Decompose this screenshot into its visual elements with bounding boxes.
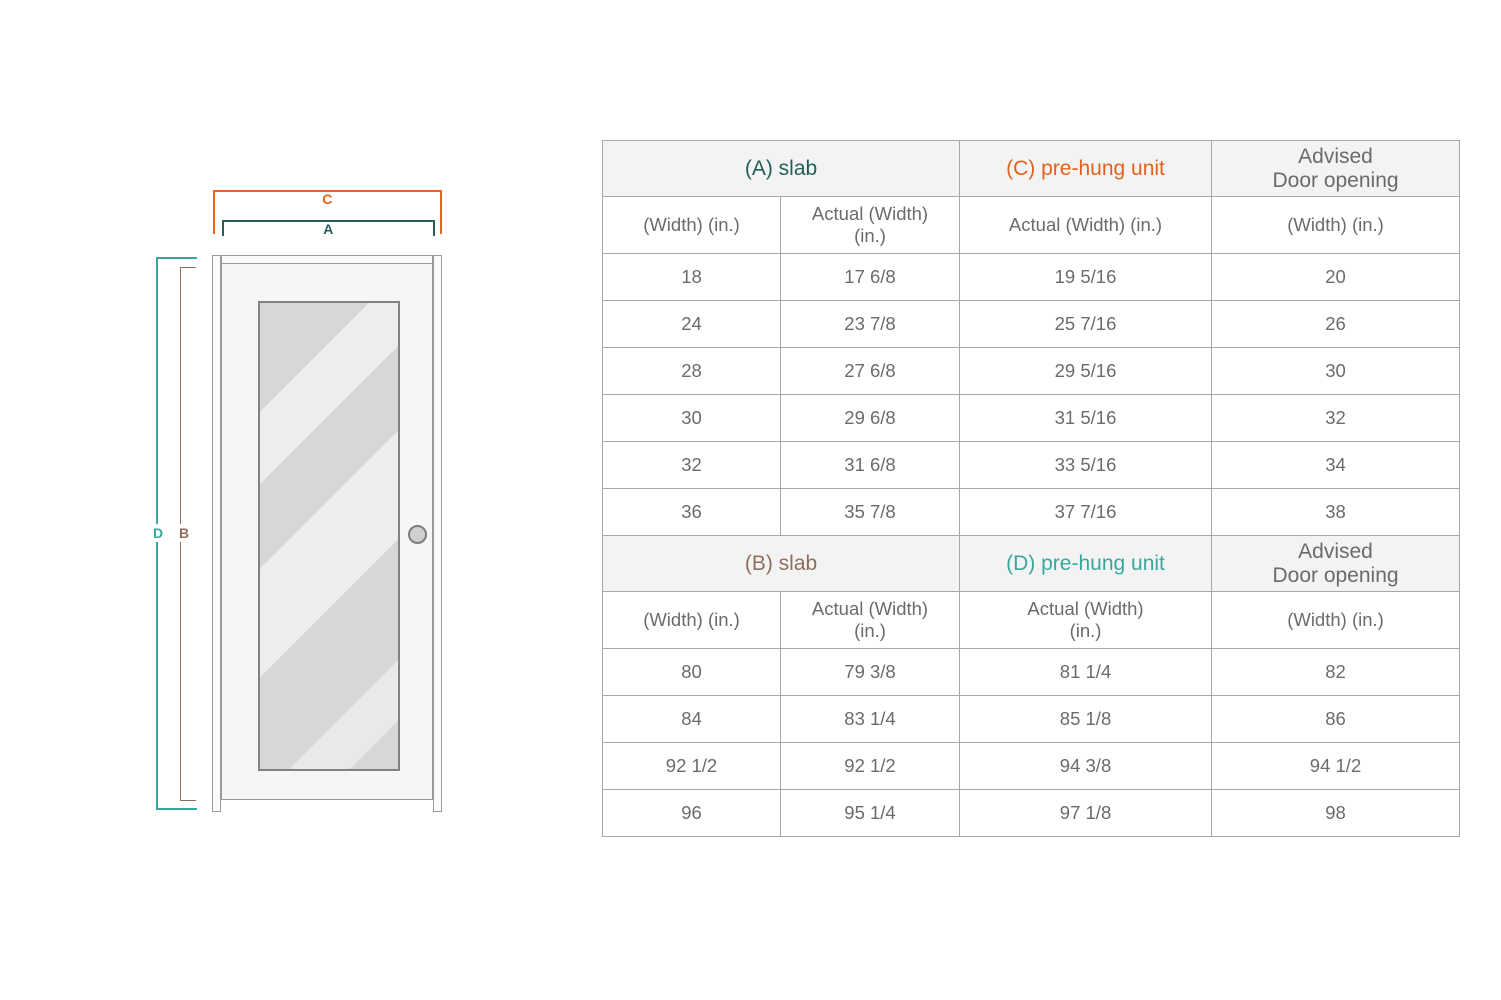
advised-width-subheader: (Width) (in.) [1211,591,1461,649]
advised-width-cell: 98 [1211,789,1461,837]
advised-width-cell: 38 [1211,488,1461,536]
advised-width-subheader: (Width) (in.) [1211,196,1461,254]
section-b-header-row: (B) slab (D) pre-hung unit Advised Door … [601,535,1461,592]
unit-actual-width-cell: 25 7/16 [959,300,1213,348]
slab-actual-width-subheader: Actual (Width) (in.) [779,591,961,649]
unit-actual-width-subheader: Actual (Width) (in.) [959,591,1213,649]
advised-door-opening-header: Advised Door opening [1211,140,1461,197]
table-row: 18 17 6/8 19 5/16 20 [602,253,1461,301]
slab-actual-width-cell: 23 7/8 [779,300,961,348]
section-c-unit-header: (C) pre-hung unit [959,140,1213,197]
section-b-subheader-row: (Width) (in.) Actual (Width) (in.) Actua… [602,591,1461,649]
advised-width-cell: 32 [1211,394,1461,442]
section-a-header-row: (A) slab (C) pre-hung unit Advised Door … [601,140,1461,197]
subheader-line: (in.) [854,225,886,246]
unit-actual-width-cell: 85 1/8 [959,695,1213,743]
door-jamb-right [433,255,442,812]
dimension-bracket-c: C [213,190,442,234]
advised-width-cell: 94 1/2 [1211,742,1461,790]
slab-width-cell: 80 [602,648,781,696]
table-row: 36 35 7/8 37 7/16 38 [602,488,1461,536]
slab-width-cell: 24 [602,300,781,348]
door-frame [212,255,442,812]
table-row: 92 1/2 92 1/2 94 3/8 94 1/2 [602,742,1461,790]
slab-actual-width-cell: 29 6/8 [779,394,961,442]
advised-width-cell: 20 [1211,253,1461,301]
section-a-subheader-row: (Width) (in.) Actual (Width) (in.) Actua… [602,196,1461,254]
subheader-line: (in.) [1069,620,1102,641]
unit-actual-width-cell: 97 1/8 [959,789,1213,837]
advised-width-cell: 34 [1211,441,1461,489]
section-d-unit-header: (D) pre-hung unit [959,535,1213,592]
subheader-line: Actual (Width) [811,202,929,224]
section-a-slab-header: (A) slab [601,140,961,197]
advised-width-cell: 82 [1211,648,1461,696]
dimension-label-c: C [322,191,333,207]
advised-width-cell: 26 [1211,300,1461,348]
advised-line2: Door opening [1272,563,1399,587]
dimension-label-b: B [178,524,191,542]
subheader-line: Actual (Width) [811,597,929,619]
table-row: 30 29 6/8 31 5/16 32 [602,394,1461,442]
slab-width-cell: 84 [602,695,781,743]
table-row: 84 83 1/4 85 1/8 86 [602,695,1461,743]
advised-line2: Door opening [1272,168,1399,192]
dimension-bracket-a: A [222,220,435,237]
section-b-slab-header: (B) slab [601,535,961,592]
door-diagram: C A D B [0,0,560,1000]
advised-line1: Advised [1298,144,1373,168]
slab-actual-width-cell: 83 1/4 [779,695,961,743]
slab-actual-width-cell: 31 6/8 [779,441,961,489]
advised-width-cell: 86 [1211,695,1461,743]
door-jamb-left [212,255,221,812]
table-row: 80 79 3/8 81 1/4 82 [602,648,1461,696]
slab-actual-width-subheader: Actual (Width) (in.) [779,196,961,254]
door-size-table: (A) slab (C) pre-hung unit Advised Door … [601,140,1461,837]
door-slab [221,263,433,800]
slab-width-cell: 92 1/2 [602,742,781,790]
slab-width-cell: 28 [602,347,781,395]
slab-actual-width-cell: 92 1/2 [779,742,961,790]
slab-actual-width-cell: 79 3/8 [779,648,961,696]
door-glass-panel [258,301,400,771]
table-row: 32 31 6/8 33 5/16 34 [602,441,1461,489]
slab-width-cell: 30 [602,394,781,442]
size-table-container: (A) slab (C) pre-hung unit Advised Door … [601,140,1461,837]
unit-actual-width-subheader: Actual (Width) (in.) [959,196,1213,254]
slab-actual-width-cell: 95 1/4 [779,789,961,837]
unit-actual-width-cell: 81 1/4 [959,648,1213,696]
dimension-label-a: A [323,221,334,237]
unit-actual-width-cell: 37 7/16 [959,488,1213,536]
advised-line1: Advised [1298,539,1373,563]
slab-actual-width-cell: 17 6/8 [779,253,961,301]
subheader-line: (in.) [854,620,886,641]
table-row: 28 27 6/8 29 5/16 30 [602,347,1461,395]
slab-width-cell: 96 [602,789,781,837]
unit-actual-width-cell: 33 5/16 [959,441,1213,489]
unit-actual-width-cell: 94 3/8 [959,742,1213,790]
table-row: 24 23 7/8 25 7/16 26 [602,300,1461,348]
unit-actual-width-cell: 29 5/16 [959,347,1213,395]
slab-width-cell: 18 [602,253,781,301]
slab-width-cell: 32 [602,441,781,489]
slab-actual-width-cell: 27 6/8 [779,347,961,395]
advised-door-opening-header: Advised Door opening [1211,535,1461,592]
unit-actual-width-cell: 19 5/16 [959,253,1213,301]
advised-width-cell: 30 [1211,347,1461,395]
subheader-line: Actual (Width) [1027,597,1144,619]
door-knob [408,525,427,544]
slab-width-cell: 36 [602,488,781,536]
slab-width-subheader: (Width) (in.) [602,591,781,649]
unit-actual-width-cell: 31 5/16 [959,394,1213,442]
table-row: 96 95 1/4 97 1/8 98 [602,789,1461,837]
slab-actual-width-cell: 35 7/8 [779,488,961,536]
slab-width-subheader: (Width) (in.) [602,196,781,254]
dimension-label-d: D [152,524,165,542]
